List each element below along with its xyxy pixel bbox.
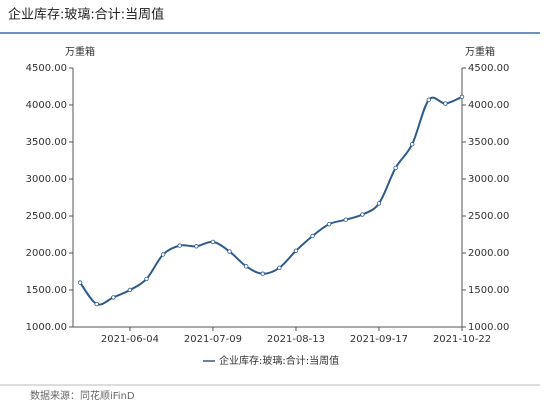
chart-title: 企业库存:玻璃:合计:当周值	[8, 7, 164, 23]
point	[260, 271, 265, 276]
y-tick-label: 3000.00	[26, 174, 67, 185]
point	[293, 248, 299, 253]
point	[393, 165, 398, 171]
y2-tick-label: 1500.00	[468, 285, 509, 296]
point	[144, 276, 149, 282]
y-tick-label: 4500.00	[26, 63, 67, 74]
x-tick-label: 2021-07-09	[184, 334, 242, 345]
point	[194, 244, 199, 249]
point	[426, 97, 431, 103]
y-tick-label: 4000.00	[26, 100, 67, 111]
y2-axis-label: 万重箱	[465, 45, 495, 58]
y-tick-label: 3500.00	[26, 137, 67, 148]
y2-tick-label: 3500.00	[468, 137, 509, 148]
point	[343, 217, 348, 222]
point	[277, 265, 282, 270]
point	[459, 94, 465, 100]
y-tick-label: 2500.00	[26, 211, 67, 222]
point	[160, 252, 166, 257]
point	[376, 201, 382, 206]
point	[360, 212, 365, 217]
point	[111, 295, 116, 300]
y-tick-label: 1000.00	[26, 322, 67, 333]
y2-tick-label: 4000.00	[468, 100, 509, 111]
source: 数据来源：同花顺iFinD	[30, 389, 135, 402]
point	[210, 239, 216, 245]
y-tick-label: 2000.00	[26, 248, 67, 259]
point	[243, 264, 249, 269]
x-tick-label: 2021-10-22	[433, 334, 491, 345]
point	[443, 101, 448, 106]
legend-label: 企业库存:玻璃:合计:当周值	[219, 354, 339, 367]
point	[409, 142, 415, 147]
y2-tick-label: 2500.00	[468, 211, 509, 222]
x-tick-label: 2021-06-04	[101, 334, 159, 345]
point	[177, 243, 182, 248]
y2-tick-label: 1000.00	[468, 322, 509, 333]
point	[127, 287, 133, 293]
y2-tick-label: 4500.00	[468, 63, 509, 74]
x-tick-label: 2021-08-13	[267, 334, 325, 345]
y-axis-label: 万重箱	[65, 45, 95, 58]
point	[227, 249, 232, 254]
x-tick-label: 2021-09-17	[350, 334, 408, 345]
point	[77, 280, 83, 285]
point	[94, 301, 99, 307]
y2-tick-label: 2000.00	[468, 248, 509, 259]
y2-tick-label: 3000.00	[468, 174, 509, 185]
y-tick-label: 1500.00	[26, 285, 67, 296]
point	[310, 233, 315, 239]
point	[326, 221, 332, 227]
